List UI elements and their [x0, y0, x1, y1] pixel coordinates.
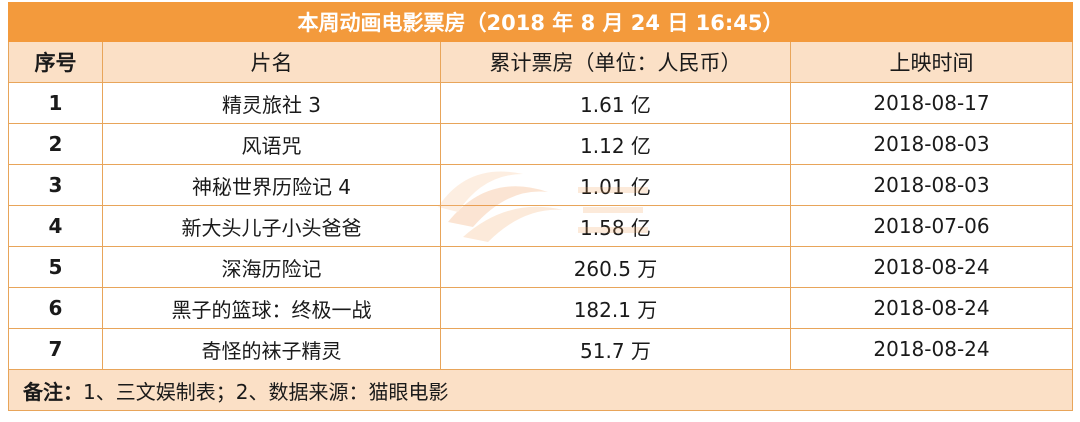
table-row: 5 深海历险记 260.5 万 2018-08-24	[8, 246, 1073, 288]
cell-box-office: 182.1 万	[440, 287, 791, 329]
cell-name: 黑子的篮球：终极一战	[102, 287, 441, 329]
cell-index: 7	[8, 328, 103, 370]
table-title: 本周动画电影票房（2018 年 8 月 24 日 16:45）	[8, 2, 1073, 42]
cell-release: 2018-08-03	[790, 164, 1073, 206]
cell-release: 2018-08-03	[790, 123, 1073, 165]
cell-release: 2018-08-17	[790, 82, 1073, 124]
table-row: 7 奇怪的袜子精灵 51.7 万 2018-08-24	[8, 328, 1073, 370]
cell-box-office: 260.5 万	[440, 246, 791, 288]
cell-box-office: 1.61 亿	[440, 82, 791, 124]
box-office-sheet: 本周动画电影票房（2018 年 8 月 24 日 16:45） 序号 片名 累计…	[8, 2, 1073, 416]
cell-name: 神秘世界历险记 4	[102, 164, 441, 206]
cell-name: 新大头儿子小头爸爸	[102, 205, 441, 247]
header-name: 片名	[102, 41, 441, 83]
cell-index: 2	[8, 123, 103, 165]
cell-index: 3	[8, 164, 103, 206]
cell-release: 2018-08-24	[790, 287, 1073, 329]
cell-box-office: 1.01 亿	[440, 164, 791, 206]
cell-index: 4	[8, 205, 103, 247]
table-note: 备注：1、三文娱制表；2、数据来源：猫眼电影	[8, 369, 1073, 411]
table-row: 3 神秘世界历险记 4 1.01 亿 2018-08-03	[8, 164, 1073, 206]
header-row: 序号 片名 累计票房（单位：人民币） 上映时间	[8, 41, 1073, 83]
cell-index: 5	[8, 246, 103, 288]
cell-index: 6	[8, 287, 103, 329]
table-row: 4 新大头儿子小头爸爸 1.58 亿 2018-07-06	[8, 205, 1073, 247]
cell-name: 风语咒	[102, 123, 441, 165]
cell-release: 2018-08-24	[790, 246, 1073, 288]
table-row: 2 风语咒 1.12 亿 2018-08-03	[8, 123, 1073, 165]
cell-index: 1	[8, 82, 103, 124]
header-release: 上映时间	[790, 41, 1073, 83]
note-label: 备注：	[23, 379, 83, 404]
note-row: 备注：1、三文娱制表；2、数据来源：猫眼电影	[8, 369, 1073, 411]
cell-name: 精灵旅社 3	[102, 82, 441, 124]
cell-name: 深海历险记	[102, 246, 441, 288]
cell-release: 2018-07-06	[790, 205, 1073, 247]
cell-box-office: 1.12 亿	[440, 123, 791, 165]
header-index: 序号	[8, 41, 103, 83]
table-row: 1 精灵旅社 3 1.61 亿 2018-08-17	[8, 82, 1073, 124]
cell-release: 2018-08-24	[790, 328, 1073, 370]
table-row: 6 黑子的篮球：终极一战 182.1 万 2018-08-24	[8, 287, 1073, 329]
title-row: 本周动画电影票房（2018 年 8 月 24 日 16:45）	[8, 2, 1073, 42]
cell-box-office: 1.58 亿	[440, 205, 791, 247]
cell-box-office: 51.7 万	[440, 328, 791, 370]
note-text: 1、三文娱制表；2、数据来源：猫眼电影	[83, 379, 449, 404]
header-box-office: 累计票房（单位：人民币）	[440, 41, 791, 83]
cell-name: 奇怪的袜子精灵	[102, 328, 441, 370]
box-office-table: 本周动画电影票房（2018 年 8 月 24 日 16:45） 序号 片名 累计…	[8, 2, 1073, 411]
